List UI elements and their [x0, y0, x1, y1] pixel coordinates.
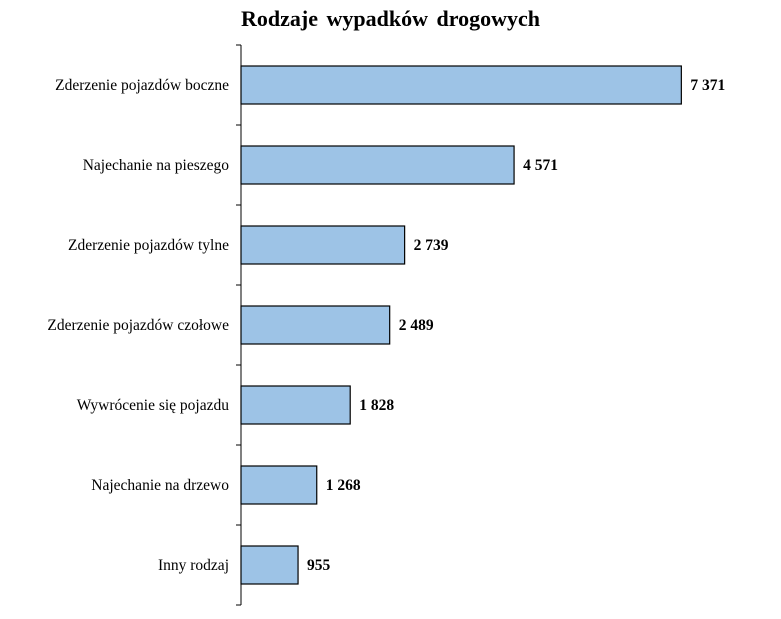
value-label: 1 268 [326, 477, 361, 494]
value-label: 955 [307, 557, 331, 574]
category-label: Wywrócenie się pojazdu [77, 397, 230, 414]
value-label: 2 739 [414, 237, 449, 254]
category-label: Zderzenie pojazdów boczne [55, 77, 229, 94]
value-label: 1 828 [359, 397, 394, 414]
category-label: Zderzenie pojazdów czołowe [47, 317, 229, 334]
bar [240, 65, 682, 105]
value-label: 2 489 [399, 317, 434, 334]
category-label: Najechanie na drzewo [91, 477, 229, 494]
bar [240, 465, 318, 505]
bar [240, 385, 351, 425]
bar [240, 145, 515, 185]
value-label: 4 571 [523, 157, 558, 174]
bar [240, 305, 391, 345]
category-label: Zderzenie pojazdów tylne [68, 237, 229, 254]
bar [240, 545, 299, 585]
chart-title: Rodzaje wypadków drogowych [241, 6, 540, 31]
category-label: Inny rodzaj [158, 557, 229, 574]
bar [240, 225, 406, 265]
value-label: 7 371 [690, 77, 725, 94]
category-label: Najechanie na pieszego [83, 157, 230, 174]
